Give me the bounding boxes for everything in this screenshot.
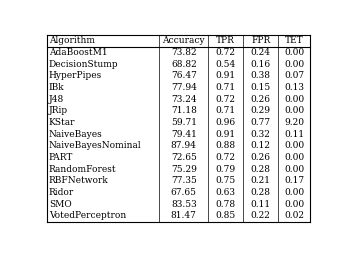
- Text: AdaBoostM1: AdaBoostM1: [49, 48, 107, 57]
- Text: 0.91: 0.91: [216, 130, 236, 139]
- Text: 0.00: 0.00: [284, 200, 304, 209]
- Text: 0.28: 0.28: [251, 165, 271, 174]
- Text: 0.72: 0.72: [216, 95, 236, 104]
- Text: 0.00: 0.00: [284, 95, 304, 104]
- Text: 0.26: 0.26: [251, 95, 271, 104]
- Text: 71.18: 71.18: [171, 106, 197, 115]
- Text: 0.24: 0.24: [251, 48, 271, 57]
- Text: 79.41: 79.41: [171, 130, 197, 139]
- Text: 0.22: 0.22: [251, 211, 271, 221]
- Text: IBk: IBk: [49, 83, 64, 92]
- Text: 0.78: 0.78: [216, 200, 236, 209]
- Text: 0.75: 0.75: [216, 176, 236, 185]
- Text: 0.00: 0.00: [284, 188, 304, 197]
- Text: 0.11: 0.11: [284, 130, 304, 139]
- Text: 0.85: 0.85: [216, 211, 236, 221]
- Text: 0.88: 0.88: [216, 142, 236, 150]
- Text: RandomForest: RandomForest: [49, 165, 116, 174]
- Text: 0.00: 0.00: [284, 142, 304, 150]
- Text: 59.71: 59.71: [171, 118, 197, 127]
- Text: 0.11: 0.11: [251, 200, 271, 209]
- Text: 81.47: 81.47: [171, 211, 197, 221]
- Text: 0.63: 0.63: [216, 188, 236, 197]
- Text: 73.82: 73.82: [171, 48, 197, 57]
- Text: RBFNetwork: RBFNetwork: [49, 176, 109, 185]
- Text: PART: PART: [49, 153, 73, 162]
- Text: 0.07: 0.07: [284, 71, 304, 80]
- Text: 0.54: 0.54: [216, 60, 236, 69]
- Text: JRip: JRip: [49, 106, 68, 115]
- Text: 0.12: 0.12: [251, 142, 271, 150]
- Text: 0.00: 0.00: [284, 48, 304, 57]
- Text: 0.21: 0.21: [251, 176, 271, 185]
- Text: KStar: KStar: [49, 118, 75, 127]
- Text: NaiveBayesNominal: NaiveBayesNominal: [49, 142, 142, 150]
- Text: 0.29: 0.29: [251, 106, 271, 115]
- Text: 67.65: 67.65: [171, 188, 197, 197]
- Text: 0.26: 0.26: [251, 153, 271, 162]
- Text: J48: J48: [49, 95, 64, 104]
- Text: 68.82: 68.82: [171, 60, 197, 69]
- Text: 0.71: 0.71: [216, 106, 236, 115]
- Text: NaiveBayes: NaiveBayes: [49, 130, 103, 139]
- Text: 0.13: 0.13: [284, 83, 304, 92]
- Text: 0.79: 0.79: [216, 165, 236, 174]
- Text: 72.65: 72.65: [171, 153, 197, 162]
- Text: 0.00: 0.00: [284, 153, 304, 162]
- Text: Algorithm: Algorithm: [49, 36, 95, 45]
- Text: 83.53: 83.53: [171, 200, 197, 209]
- Text: 0.38: 0.38: [251, 71, 271, 80]
- Text: TPR: TPR: [216, 36, 235, 45]
- Text: 0.16: 0.16: [251, 60, 271, 69]
- Text: DecisionStump: DecisionStump: [49, 60, 118, 69]
- Text: 77.35: 77.35: [171, 176, 197, 185]
- Text: 73.24: 73.24: [171, 95, 197, 104]
- Text: FPR: FPR: [251, 36, 270, 45]
- Text: 87.94: 87.94: [171, 142, 197, 150]
- Text: SMO: SMO: [49, 200, 71, 209]
- Text: 9.20: 9.20: [284, 118, 304, 127]
- Text: 0.15: 0.15: [251, 83, 271, 92]
- Text: Ridor: Ridor: [49, 188, 74, 197]
- Text: 0.17: 0.17: [284, 176, 304, 185]
- Text: 0.00: 0.00: [284, 60, 304, 69]
- Text: 75.29: 75.29: [171, 165, 197, 174]
- Text: 0.28: 0.28: [251, 188, 271, 197]
- Text: 76.47: 76.47: [171, 71, 197, 80]
- Text: 0.02: 0.02: [284, 211, 304, 221]
- Text: 0.72: 0.72: [216, 48, 236, 57]
- Text: 0.77: 0.77: [251, 118, 271, 127]
- Text: HyperPipes: HyperPipes: [49, 71, 102, 80]
- Text: 77.94: 77.94: [171, 83, 197, 92]
- Text: 0.91: 0.91: [216, 71, 236, 80]
- Text: 0.96: 0.96: [216, 118, 236, 127]
- Text: 0.00: 0.00: [284, 106, 304, 115]
- Text: 0.32: 0.32: [251, 130, 271, 139]
- Text: 0.72: 0.72: [216, 153, 236, 162]
- Text: 0.71: 0.71: [216, 83, 236, 92]
- Text: TET: TET: [285, 36, 304, 45]
- Text: VotedPerceptron: VotedPerceptron: [49, 211, 126, 221]
- Text: Accuracy: Accuracy: [162, 36, 205, 45]
- Text: 0.00: 0.00: [284, 165, 304, 174]
